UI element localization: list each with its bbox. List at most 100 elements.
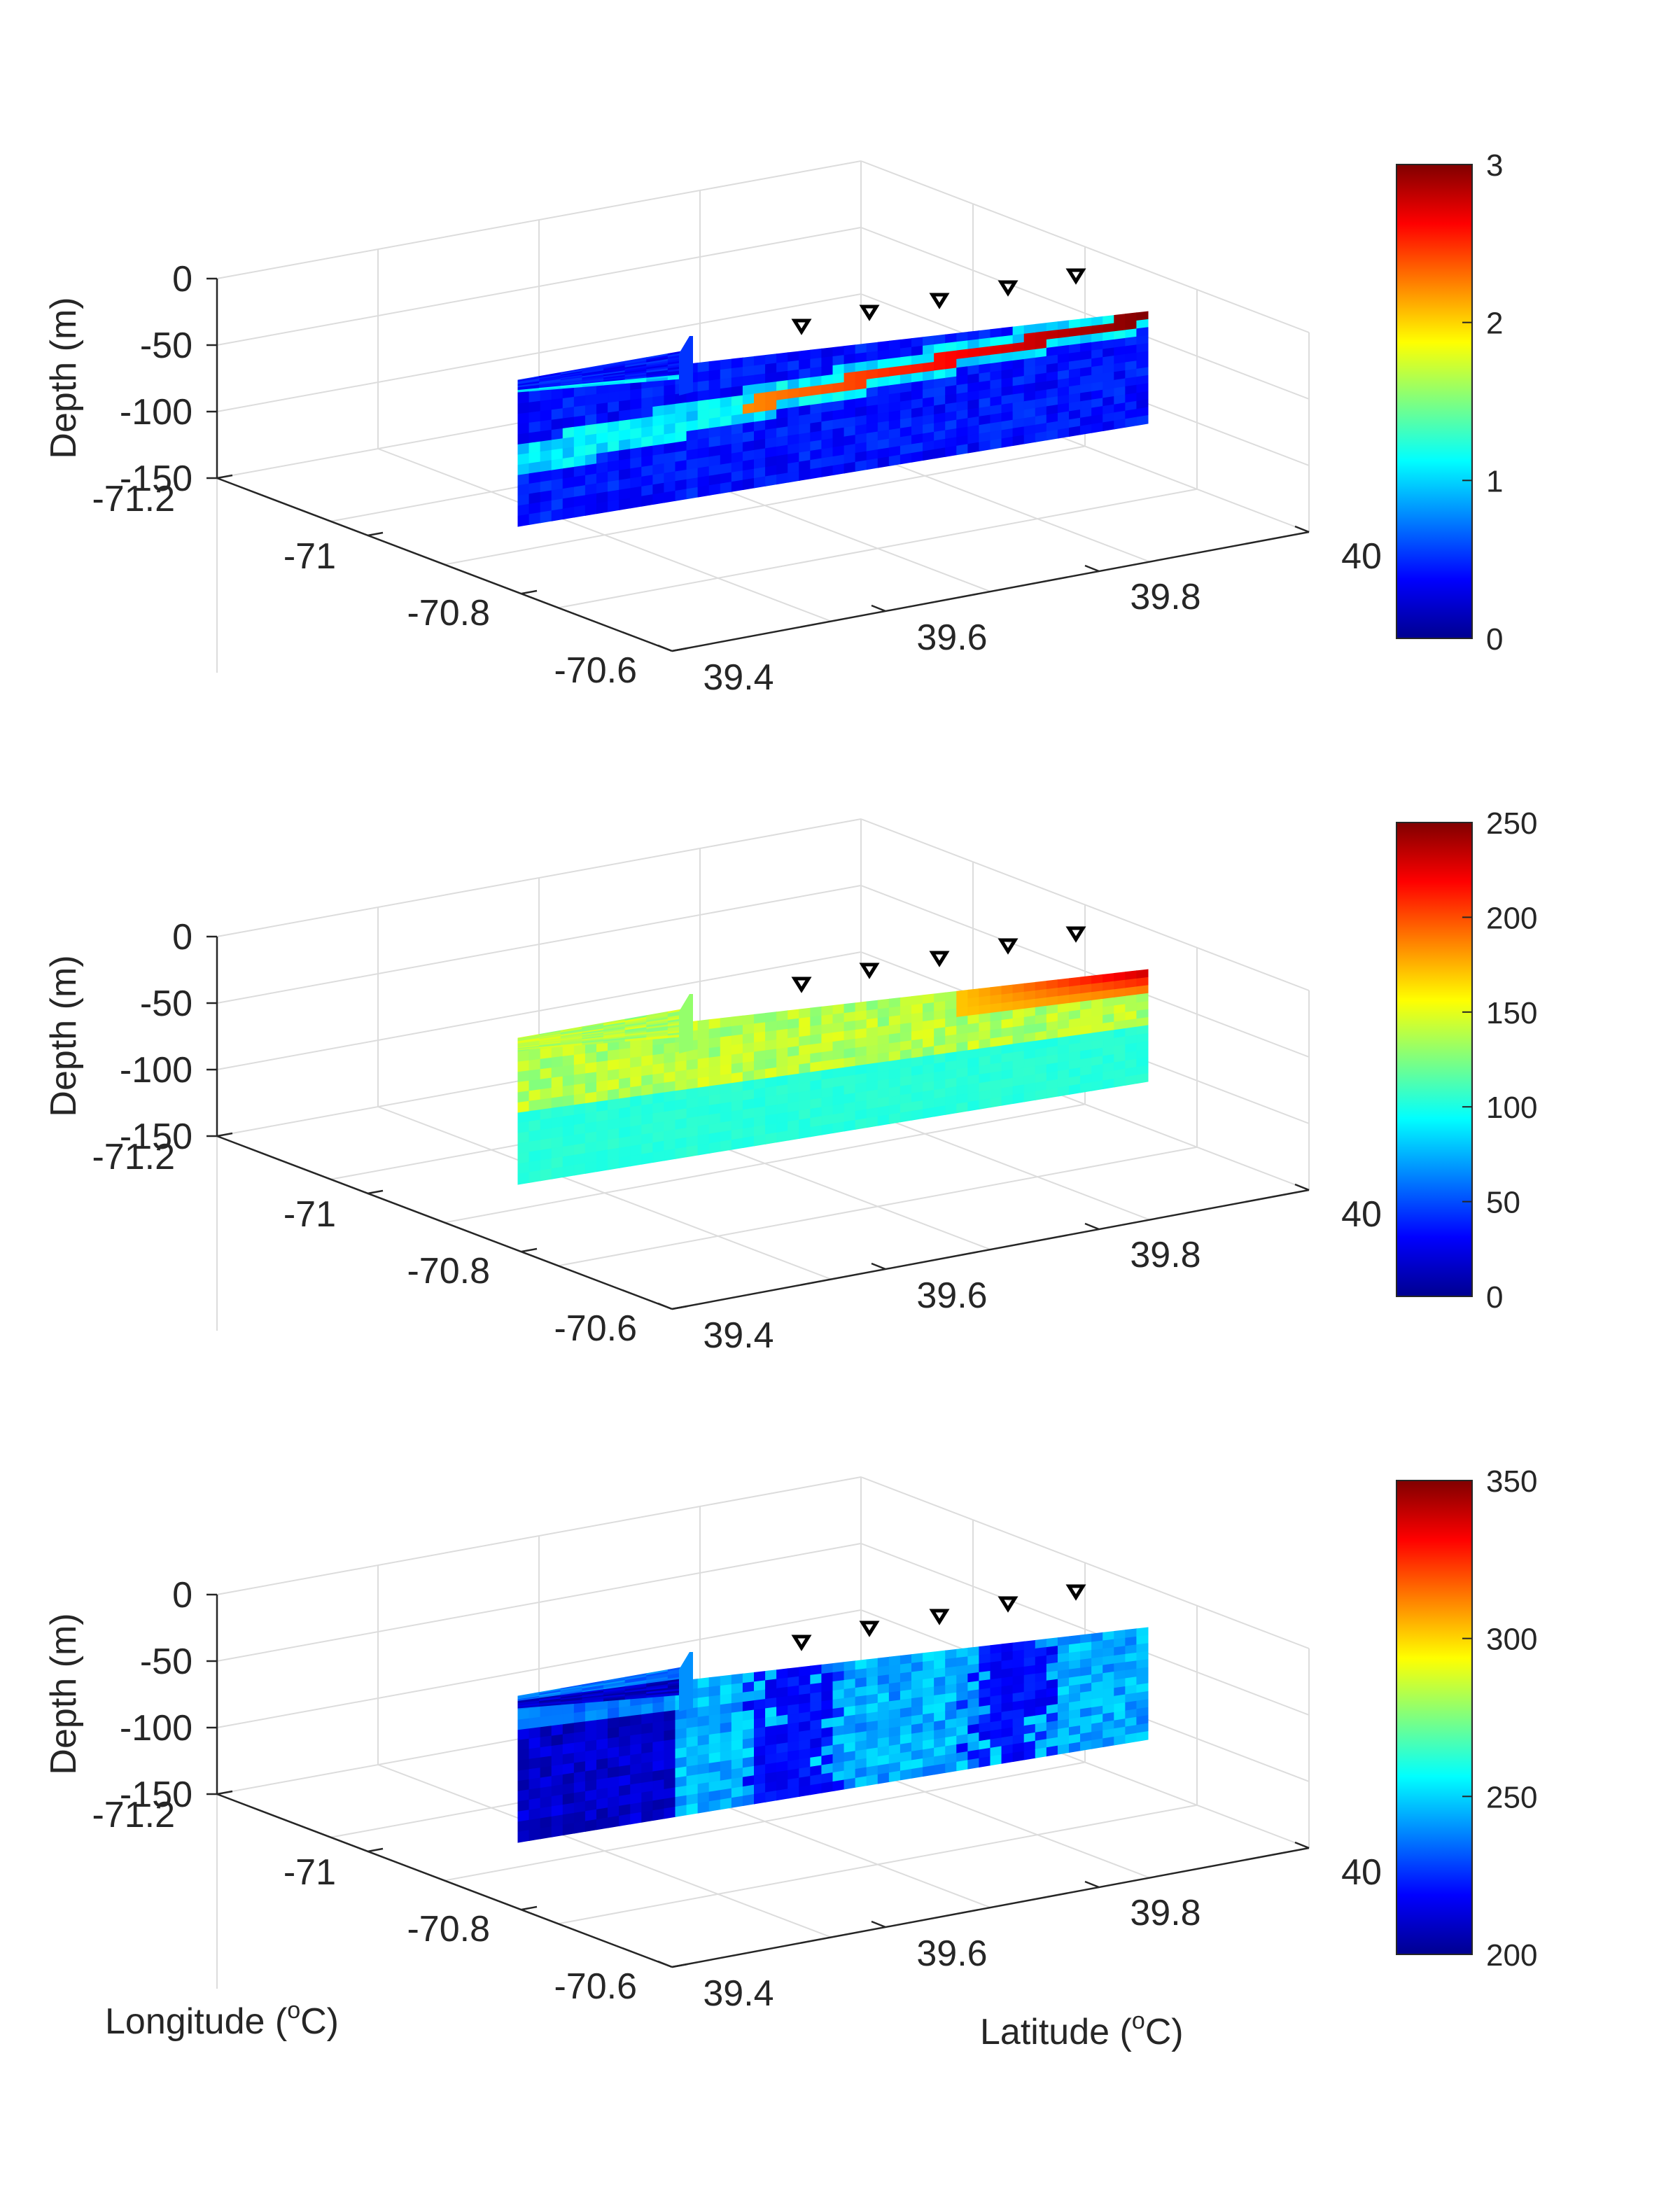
section-cell bbox=[855, 361, 867, 373]
section-cell bbox=[776, 1677, 789, 1689]
section-cell bbox=[844, 1660, 856, 1672]
section-cell bbox=[573, 1163, 586, 1176]
section-cell bbox=[551, 1704, 564, 1716]
section-cell bbox=[1023, 1091, 1036, 1102]
section-cell bbox=[517, 422, 530, 435]
section-cell bbox=[630, 496, 643, 509]
section-cell bbox=[866, 1009, 878, 1021]
section-cell bbox=[652, 1808, 665, 1821]
section-cell bbox=[584, 1740, 597, 1752]
section-cell bbox=[1012, 1093, 1025, 1105]
section-cell bbox=[551, 1774, 564, 1787]
section-cell bbox=[641, 1055, 654, 1068]
longitude-tick-label: -71 bbox=[284, 1194, 336, 1235]
latitude-tick-label: 39.8 bbox=[1130, 1893, 1200, 1933]
section-cell bbox=[608, 1727, 620, 1740]
section-cell bbox=[562, 1702, 575, 1715]
section-cell bbox=[596, 1060, 609, 1073]
section-cell bbox=[596, 1708, 609, 1721]
section-cell bbox=[731, 479, 743, 492]
section-cell bbox=[934, 334, 946, 346]
section-cell bbox=[1035, 1089, 1047, 1100]
section-cell bbox=[821, 1023, 834, 1035]
section-cell bbox=[641, 1742, 654, 1755]
section-cell bbox=[664, 1700, 676, 1713]
section-cell bbox=[528, 1767, 541, 1780]
panel-2: 0 -50 -100 -150 Depth (m)-71.2 -71 -70.8 -70.6 3… bbox=[43, 806, 1537, 1356]
section-cell bbox=[528, 1777, 541, 1791]
section-cell bbox=[528, 1170, 541, 1183]
section-cell bbox=[540, 1168, 552, 1182]
section-cell bbox=[528, 1049, 541, 1061]
section-cell bbox=[899, 1110, 912, 1123]
section-cell bbox=[675, 1147, 687, 1159]
section-cell bbox=[866, 1000, 878, 1011]
section-cell bbox=[945, 445, 958, 457]
section-cell bbox=[765, 1039, 778, 1051]
section-cell bbox=[720, 368, 732, 380]
section-curtain bbox=[517, 1627, 1149, 1843]
section-cell bbox=[641, 1045, 654, 1058]
section-cell bbox=[584, 1749, 597, 1763]
section-cell bbox=[652, 1044, 665, 1056]
section-cell bbox=[877, 1007, 890, 1019]
section-cell bbox=[742, 1032, 755, 1045]
section-cell bbox=[641, 1064, 654, 1077]
section-cell bbox=[528, 441, 541, 454]
section-cell bbox=[664, 1061, 676, 1074]
longitude-tick-label: -70.8 bbox=[407, 593, 490, 634]
section-cell bbox=[832, 1662, 845, 1674]
section-cell bbox=[641, 494, 654, 507]
section-cell bbox=[923, 1651, 935, 1662]
section-cell bbox=[664, 1739, 676, 1751]
section-cell bbox=[810, 1024, 822, 1037]
section-cell bbox=[877, 1656, 890, 1668]
section-cell bbox=[652, 492, 665, 505]
section-cell bbox=[540, 1715, 552, 1728]
section-cell bbox=[731, 1795, 743, 1808]
section-cell bbox=[844, 1679, 856, 1690]
section-cell bbox=[573, 1083, 586, 1096]
section-cell bbox=[877, 340, 890, 352]
longitude-axis-label: Longitude (oC) bbox=[105, 1997, 339, 2042]
section-cell bbox=[1136, 1730, 1149, 1742]
section-cell bbox=[888, 339, 901, 351]
section-cell bbox=[697, 409, 710, 421]
section-cell bbox=[731, 367, 743, 379]
section-cell bbox=[934, 992, 946, 1004]
section-cell bbox=[630, 1085, 643, 1098]
section-cell bbox=[911, 1003, 924, 1015]
section-cell bbox=[584, 1082, 597, 1094]
colorbar-tick-label: 3 bbox=[1486, 148, 1503, 183]
section-cell bbox=[832, 1004, 845, 1016]
section-cell bbox=[888, 1112, 901, 1124]
section-cell bbox=[765, 1021, 778, 1032]
section-cell bbox=[573, 1073, 586, 1086]
section-cell bbox=[776, 1686, 789, 1699]
section-cell bbox=[573, 1053, 586, 1066]
section-cell bbox=[652, 1082, 665, 1095]
latitude-axis-label: Latitude (oC) bbox=[980, 2008, 1184, 2052]
section-cell bbox=[540, 1107, 552, 1121]
section-cell bbox=[697, 1715, 710, 1728]
grid-line bbox=[216, 227, 862, 346]
colorbar-tick-label: 300 bbox=[1486, 1623, 1537, 1657]
section-cell bbox=[888, 1655, 901, 1667]
latitude-tick-label: 39.4 bbox=[703, 657, 774, 698]
section-cell bbox=[551, 1046, 564, 1058]
section-cell bbox=[596, 412, 609, 425]
section-cell bbox=[788, 351, 800, 363]
section-cell bbox=[765, 391, 778, 402]
longitude-axis bbox=[216, 477, 673, 652]
section-cell bbox=[844, 1011, 856, 1023]
section-cell bbox=[675, 1718, 687, 1730]
section-cell bbox=[844, 1119, 856, 1132]
section-cell bbox=[551, 1764, 564, 1777]
longitude-tick bbox=[367, 531, 384, 537]
section-cell bbox=[664, 1710, 676, 1723]
section-cell bbox=[1046, 429, 1058, 441]
depth-tick-label: -150 bbox=[120, 458, 192, 499]
section-cell bbox=[1114, 419, 1126, 430]
section-cell bbox=[697, 1048, 710, 1060]
section-cell bbox=[1057, 1743, 1070, 1755]
